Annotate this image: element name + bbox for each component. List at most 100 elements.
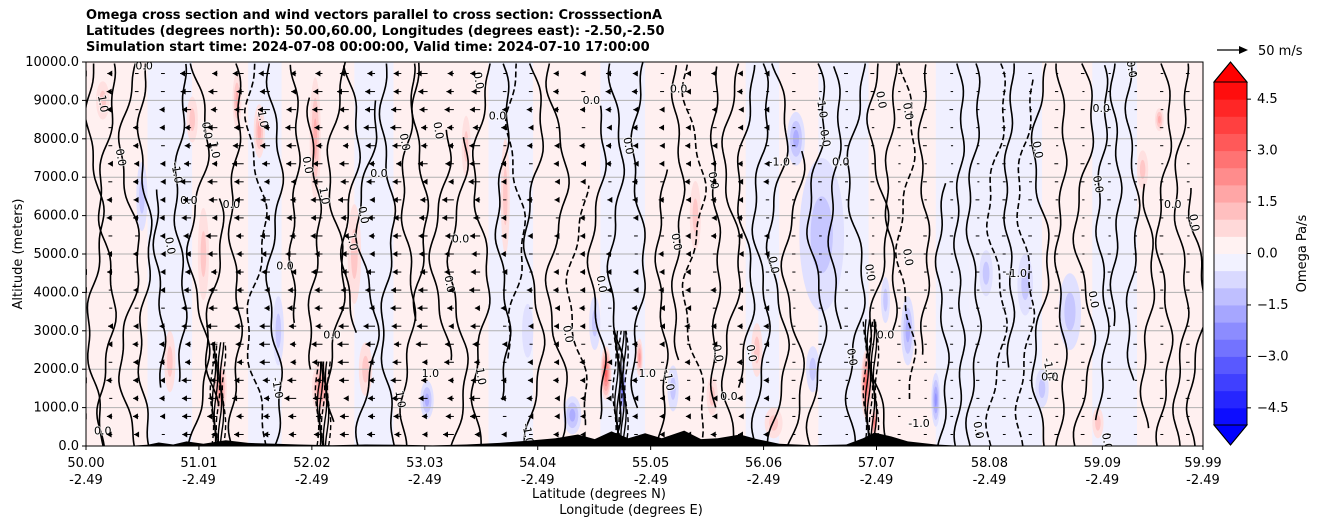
wind-arrowhead: [526, 196, 532, 203]
wind-arrowhead: [212, 160, 218, 167]
x-tick-label-lat: 53.03: [406, 456, 443, 471]
omega-blob: [257, 122, 262, 141]
contour-label: 0.0: [1089, 174, 1107, 195]
wind-arrowhead: [160, 251, 166, 257]
wind-arrowhead: [207, 251, 213, 257]
wind-arrowhead: [470, 70, 476, 77]
wind-arrowhead: [365, 88, 371, 95]
wind-arrowhead: [605, 70, 611, 77]
wind-arrowhead: [285, 251, 291, 257]
contour-label: 0.0: [134, 60, 154, 74]
wind-arrowhead: [444, 269, 450, 276]
wind-arrowhead: [368, 359, 374, 366]
colorbar-segment: [1214, 99, 1247, 117]
wind-arrowhead: [658, 287, 664, 294]
contour-line: [326, 361, 332, 446]
wind-arrowhead: [580, 232, 586, 239]
colorbar: 4.5 3.0 1.5 0.0 −1.5 −3.0 −4.5 Omega Pa/s: [1212, 61, 1310, 446]
wind-arrowhead: [580, 413, 586, 420]
wind-arrowhead: [263, 431, 269, 438]
wind-arrowhead: [132, 413, 138, 420]
contour-line: [1109, 63, 1123, 327]
wind-arrowhead: [313, 88, 319, 95]
wind-arrowhead: [160, 196, 166, 203]
wind-arrowhead: [420, 196, 426, 203]
contour-label-text: 1.0: [639, 367, 657, 380]
wind-arrowhead: [263, 124, 269, 131]
wind-arrowhead: [685, 232, 691, 239]
contour-label-text: 1.0: [255, 109, 271, 128]
wind-arrowhead: [159, 323, 165, 330]
wind-arrowhead: [553, 88, 559, 95]
contour-label-text: 0.0: [300, 155, 316, 174]
wind-arrowhead: [473, 214, 479, 221]
wind-arrowhead: [469, 287, 475, 294]
wind-arrowhead: [182, 413, 188, 420]
y-tick-label: 6000.0: [34, 209, 80, 224]
wind-arrowhead: [554, 359, 560, 366]
contour-label-text: 0.0: [323, 328, 341, 341]
wind-arrowhead: [470, 269, 476, 276]
colorbar-segment: [1214, 356, 1247, 375]
omega-blob: [670, 376, 676, 400]
contour-label-text: 0.0: [900, 247, 916, 266]
contour-label-text: -1.0: [269, 376, 286, 399]
wind-arrowhead: [290, 196, 296, 203]
wind-arrowhead: [606, 251, 612, 257]
wind-arrowhead: [264, 305, 270, 312]
contour-label-text: 0.0: [370, 167, 388, 180]
omega-blob: [638, 352, 641, 363]
contour-label-text: -1.0: [660, 368, 677, 391]
wind-arrowhead: [314, 305, 320, 312]
wind-arrowhead: [159, 106, 165, 113]
contour-label: 0.0: [719, 389, 739, 404]
wind-arrowhead: [419, 106, 425, 113]
wind-arrowhead: [763, 431, 769, 438]
wind-arrowhead: [314, 287, 320, 294]
wind-arrowhead: [205, 142, 211, 149]
wind-arrowhead: [312, 178, 318, 185]
wind-arrowhead: [658, 196, 664, 203]
wind-arrowhead: [338, 196, 344, 203]
wind-arrowhead: [606, 287, 612, 294]
omega-blob: [883, 288, 888, 312]
wind-arrowhead: [501, 377, 507, 384]
wind-arrowhead: [606, 395, 612, 402]
contour-line: [354, 100, 380, 446]
wind-arrowhead: [393, 413, 399, 420]
contour-line: [618, 330, 623, 446]
wind-arrowhead: [580, 323, 586, 330]
wind-arrowhead: [444, 341, 450, 348]
wind-arrowhead: [633, 214, 639, 221]
x-tick-label-lon: -2.49: [408, 473, 442, 488]
wind-arrowhead: [236, 88, 242, 95]
contour-line: [470, 63, 491, 446]
contour-label-text: 0.0: [873, 90, 889, 109]
contour-line: [1185, 187, 1203, 446]
contour-line: [221, 342, 227, 446]
x-tick-label-lat: 59.09: [1084, 456, 1121, 471]
contour-label-text: 1.0: [422, 367, 440, 380]
wind-arrowhead: [289, 232, 295, 239]
wind-arrowhead: [658, 251, 664, 257]
contour-label: 0.0: [559, 323, 577, 344]
wind-arrowhead: [235, 269, 241, 276]
wind-arrowhead: [363, 323, 369, 330]
contour-label-text: 0.0: [135, 60, 153, 73]
wind-arrowhead: [234, 196, 240, 203]
wind-arrowhead: [314, 124, 320, 131]
wind-arrowhead: [181, 305, 187, 312]
wind-arrowhead: [554, 413, 560, 420]
wind-arrowhead: [339, 106, 345, 113]
x-tick-label-lon: -2.49: [973, 473, 1007, 488]
contour-line: [173, 63, 188, 382]
wind-arrowhead: [133, 178, 139, 185]
wind-arrowhead: [212, 214, 218, 221]
wind-arrowhead: [106, 88, 112, 95]
wind-arrowhead: [234, 178, 240, 185]
wind-arrowhead: [287, 305, 293, 312]
wind-arrowhead: [184, 142, 190, 149]
wind-arrowhead: [764, 106, 770, 113]
wind-arrowhead: [290, 70, 296, 77]
contour-line: [709, 66, 722, 408]
